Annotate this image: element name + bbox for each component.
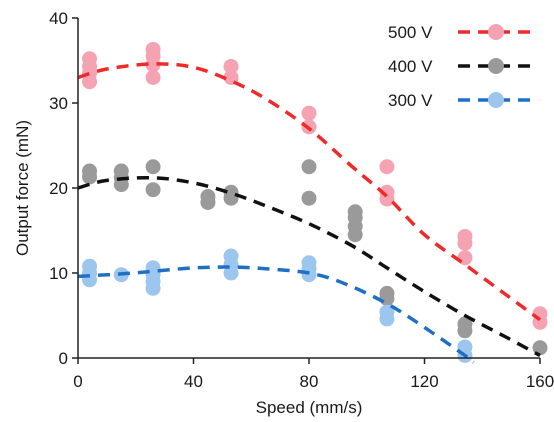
plot-area [77,41,548,364]
data-point [145,70,161,85]
legend-label: 400 V [388,57,433,76]
data-point [457,316,473,332]
data-point [82,51,98,67]
legend-marker [488,24,504,40]
series-0-fit-line [77,62,542,322]
legend-label: 500 V [388,23,433,42]
y-axis-title: Output force (mN) [13,120,32,256]
x-ticks: 0 40 80 120 160 [73,358,554,391]
data-point [379,159,395,175]
data-point [301,159,317,175]
data-point [82,163,98,179]
x-axis-title: Speed (mm/s) [256,398,363,417]
data-point [379,304,395,320]
data-point [145,41,161,57]
x-tick-label: 120 [410,372,438,391]
y-tick-label: 0 [59,349,68,368]
y-tick-label: 10 [49,264,68,283]
data-point [301,190,317,206]
x-tick-label: 40 [184,372,203,391]
y-ticks: 0 10 20 30 40 [49,9,78,368]
legend: 500 V 400 V 300 V [388,23,534,110]
data-point [301,105,317,121]
legend-marker [488,58,504,74]
data-point [457,228,473,244]
data-point [457,250,473,266]
series-1-points [82,159,548,356]
y-tick-label: 20 [49,179,68,198]
data-point [532,340,548,356]
x-tick-label: 160 [526,372,554,391]
y-tick-label: 30 [49,94,68,113]
data-point [145,159,161,175]
data-point [223,248,239,264]
legend-label: 300 V [388,91,433,110]
legend-marker [488,92,504,108]
series-1-fit-line [77,175,541,357]
data-point [379,184,395,200]
data-point [223,58,239,74]
series-2-fit-line [77,265,475,364]
data-point [347,204,363,220]
series-0-points [82,41,548,330]
x-tick-label: 80 [300,372,319,391]
series-2-points [82,248,473,363]
data-point [145,182,161,198]
axes: 0 10 20 30 40 0 40 80 120 160 Speed (mm/s) Outpu… [13,9,554,417]
x-tick-label: 0 [73,372,82,391]
data-point [82,258,98,274]
data-point [379,285,395,301]
data-point [113,163,129,179]
data-point [301,255,317,271]
data-point [200,189,216,204]
y-tick-label: 40 [49,9,68,28]
